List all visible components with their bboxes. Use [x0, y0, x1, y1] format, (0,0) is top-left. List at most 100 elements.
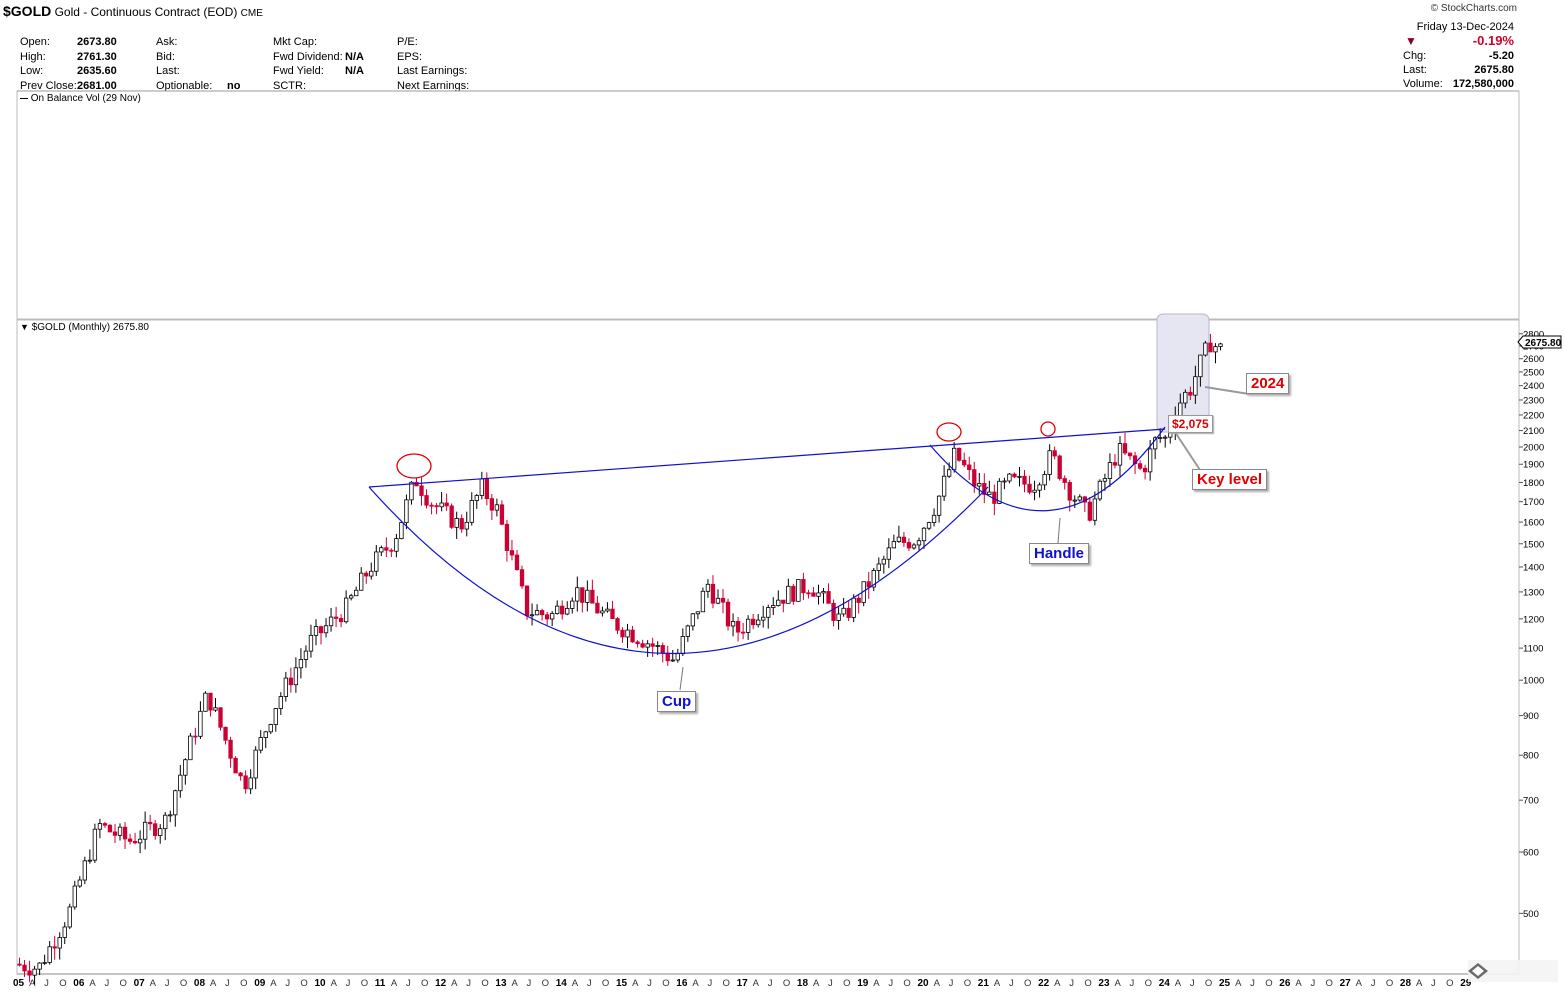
- y-tick-label: 900: [1523, 711, 1539, 722]
- x-month-label: O: [843, 978, 850, 989]
- candle-body: [972, 469, 977, 487]
- candle-body: [1097, 480, 1103, 500]
- candle-body: [1102, 478, 1108, 482]
- x-month-label: J: [707, 978, 712, 989]
- candle-body: [595, 602, 600, 614]
- candle-body: [730, 621, 736, 627]
- candle-body: [444, 502, 449, 507]
- candle-body: [1022, 475, 1027, 485]
- candle-body: [766, 607, 771, 618]
- x-month-label: O: [421, 978, 428, 989]
- volume-value: 172,580,000: [1452, 78, 1514, 90]
- x-month-label: O: [964, 978, 971, 989]
- candle-body: [489, 498, 495, 511]
- x-month-label: J: [1190, 978, 1195, 989]
- pct-change: -0.19%: [1472, 33, 1514, 48]
- brand-watermark: © StockCharts.com: [1430, 3, 1517, 14]
- candle-body: [1183, 391, 1188, 404]
- candle-body: [333, 616, 339, 619]
- candle-body: [786, 585, 791, 604]
- candle-body: [529, 614, 535, 617]
- x-month-label: O: [783, 978, 790, 989]
- candle-body: [132, 840, 138, 844]
- candle-body: [399, 522, 404, 540]
- y-tick-label: 1900: [1523, 460, 1544, 471]
- candle-body: [1027, 483, 1032, 493]
- candle-body: [499, 504, 505, 525]
- candle-body: [1112, 462, 1118, 466]
- y-tick-label: 1600: [1523, 518, 1544, 529]
- candle-body: [1007, 473, 1012, 482]
- candle-body: [771, 605, 776, 608]
- y-tick-label: 1700: [1523, 497, 1544, 508]
- candle-body: [193, 735, 198, 738]
- x-year-label: 25: [1219, 978, 1231, 989]
- candle-body: [484, 478, 489, 500]
- candle-body: [77, 879, 82, 887]
- candle-body: [625, 629, 630, 638]
- handle-curve: [929, 426, 1166, 512]
- x-month-label: O: [120, 978, 127, 989]
- last-earnings-label: Last Earnings:: [397, 65, 468, 77]
- candle-body: [600, 610, 605, 614]
- candle-body: [756, 619, 761, 626]
- price-panel: [16, 319, 1520, 975]
- candle-body: [243, 775, 248, 790]
- last-price-label: Last:: [1403, 64, 1427, 76]
- candle-body: [806, 592, 811, 595]
- y-tick-label: 1400: [1523, 562, 1544, 573]
- instrument-name: Gold - Continuous Contract (EOD): [54, 5, 238, 19]
- candle-body: [62, 926, 67, 938]
- candle-body: [635, 641, 640, 645]
- cup-pointer: [679, 666, 684, 691]
- y-tick-label: 1500: [1523, 539, 1544, 550]
- obv-text: On Balance Vol (29 Nov): [30, 93, 141, 104]
- y-tick-label: 600: [1523, 848, 1539, 859]
- candle-body: [238, 772, 243, 777]
- candle-body: [253, 749, 258, 779]
- x-year-label: 20: [918, 978, 930, 989]
- candle-body: [42, 962, 47, 964]
- bid-label: Bid:: [156, 50, 175, 63]
- candle-body: [745, 618, 751, 633]
- candle-body: [449, 505, 454, 528]
- price-panel-text: $GOLD (Monthly) 2675.80: [31, 322, 149, 333]
- low-label: Low:: [20, 65, 44, 77]
- x-month-label: A: [391, 978, 398, 989]
- candle-body: [142, 821, 148, 840]
- candle-body: [313, 626, 319, 636]
- x-axis: 05 A J O 06 A J O 07 A J O 08 A J O 09 A J O 10 A J O 11 A J O 12 A J O…: [13, 973, 1519, 989]
- candle-body: [544, 614, 550, 620]
- optionable-label: Optionable:: [156, 79, 213, 92]
- candle-body: [1137, 463, 1143, 469]
- x-month-label: J: [587, 978, 592, 989]
- y-tick-label: 1300: [1523, 587, 1544, 598]
- candle-body: [379, 547, 384, 553]
- candle-body: [751, 618, 756, 626]
- candle-body: [37, 962, 42, 970]
- x-month-label: A: [994, 978, 1001, 989]
- candle-body: [946, 469, 952, 477]
- candle-body: [72, 885, 77, 908]
- candle-body: [565, 608, 570, 615]
- candle-body: [298, 659, 304, 669]
- y-tick-label: 2400: [1523, 381, 1544, 392]
- x-month-label: O: [903, 978, 910, 989]
- cup-annotation: Cup: [657, 691, 697, 712]
- candle-body: [153, 823, 158, 836]
- x-month-label: A: [150, 978, 157, 989]
- candle-body: [695, 611, 701, 615]
- last-label: Last:: [156, 65, 180, 77]
- candle-body: [650, 643, 655, 647]
- quote-col-2: Ask: Bid: Last: Optionable: no: [156, 35, 240, 93]
- candle-body: [856, 597, 861, 603]
- candle-body: [886, 547, 891, 560]
- candle-body: [821, 591, 826, 594]
- y-tick-label: 2600: [1523, 354, 1544, 365]
- handle-annotation: Handle: [1029, 543, 1090, 564]
- x-year-label: 17: [737, 978, 749, 989]
- candle-body: [82, 860, 87, 881]
- candle-body: [213, 707, 218, 711]
- price-panel-label: ▼ $GOLD (Monthly) 2675.80: [20, 322, 149, 333]
- candle-body: [781, 599, 786, 604]
